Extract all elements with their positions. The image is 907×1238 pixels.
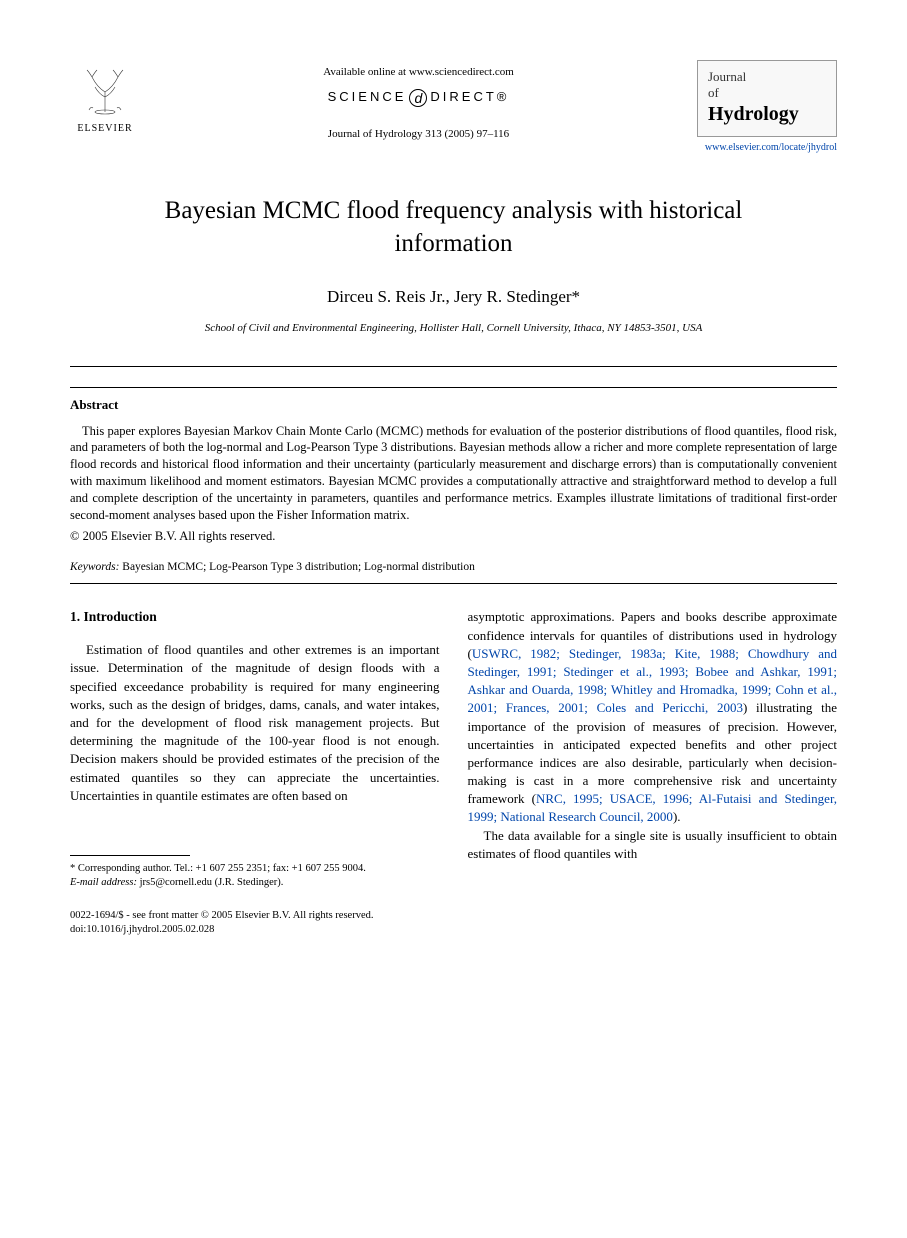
column-left: 1. Introduction Estimation of flood quan… <box>70 608 440 889</box>
abstract-text: This paper explores Bayesian Markov Chai… <box>70 423 837 524</box>
elsevier-label: ELSEVIER <box>77 122 132 136</box>
intro-para-1: Estimation of flood quantiles and other … <box>70 641 440 805</box>
rule-top <box>70 366 837 367</box>
email-footnote: E-mail address: jrs5@cornell.edu (J.R. S… <box>70 876 440 890</box>
keywords-line: Keywords: Bayesian MCMC; Log-Pearson Typ… <box>70 559 837 575</box>
section-1-heading: 1. Introduction <box>70 608 440 627</box>
journal-box: Journal of Hydrology <box>697 60 837 137</box>
col2-mid2: ). <box>673 809 681 824</box>
science-direct-right: DIRECT® <box>430 89 509 104</box>
rule-bottom <box>70 583 837 584</box>
elsevier-logo: ELSEVIER <box>70 60 140 140</box>
header-row: ELSEVIER Available online at www.science… <box>70 60 837 155</box>
corresponding-author-footnote: * Corresponding author. Tel.: +1 607 255… <box>70 862 440 876</box>
column-right: asymptotic approximations. Papers and bo… <box>468 608 838 889</box>
science-direct-logo: SCIENCEdDIRECT® <box>140 88 697 107</box>
authors: Dirceu S. Reis Jr., Jery R. Stedinger* <box>70 285 837 309</box>
abstract-copyright: © 2005 Elsevier B.V. All rights reserved… <box>70 528 837 546</box>
journal-reference: Journal of Hydrology 313 (2005) 97–116 <box>140 127 697 142</box>
intro-para-1-cont: asymptotic approximations. Papers and bo… <box>468 608 838 826</box>
journal-box-line1: Journal <box>708 69 826 85</box>
footer-line2: doi:10.1016/j.jhydrol.2005.02.028 <box>70 923 837 937</box>
affiliation: School of Civil and Environmental Engine… <box>70 321 837 336</box>
intro-para-2: The data available for a single site is … <box>468 827 838 863</box>
journal-box-line2: of <box>708 85 826 101</box>
rule-top2 <box>70 387 837 388</box>
footer-line1: 0022-1694/$ - see front matter © 2005 El… <box>70 909 837 923</box>
center-header: Available online at www.sciencedirect.co… <box>140 60 697 142</box>
journal-box-name: Hydrology <box>708 100 826 128</box>
email-label: E-mail address: <box>70 877 137 888</box>
keywords-text: Bayesian MCMC; Log-Pearson Type 3 distri… <box>119 561 474 573</box>
paper-title: Bayesian MCMC flood frequency analysis w… <box>130 195 777 260</box>
page-footer: 0022-1694/$ - see front matter © 2005 El… <box>70 909 837 936</box>
keywords-label: Keywords: <box>70 561 119 573</box>
body-columns: 1. Introduction Estimation of flood quan… <box>70 608 837 889</box>
science-direct-left: SCIENCE <box>328 89 407 104</box>
journal-brand-box: Journal of Hydrology www.elsevier.com/lo… <box>697 60 837 155</box>
footnote-separator <box>70 855 190 856</box>
elsevier-tree-icon <box>75 60 135 120</box>
abstract-heading: Abstract <box>70 396 837 414</box>
sd-circle-icon: d <box>409 89 427 107</box>
available-online-text: Available online at www.sciencedirect.co… <box>140 65 697 80</box>
journal-link[interactable]: www.elsevier.com/locate/jhydrol <box>705 141 837 155</box>
email-value: jrs5@cornell.edu (J.R. Stedinger). <box>137 877 283 888</box>
